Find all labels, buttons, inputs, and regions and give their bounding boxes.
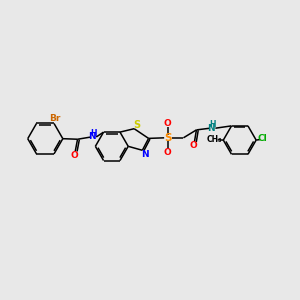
- Text: N: N: [88, 132, 96, 141]
- Text: H: H: [210, 120, 216, 129]
- Text: S: S: [134, 120, 140, 130]
- Text: S: S: [164, 133, 172, 143]
- Text: O: O: [70, 151, 78, 160]
- Text: H: H: [91, 128, 97, 137]
- Text: N: N: [141, 150, 149, 159]
- Text: Cl: Cl: [257, 134, 267, 143]
- Text: O: O: [164, 119, 172, 128]
- Text: N: N: [207, 124, 215, 133]
- Text: CH₃: CH₃: [207, 135, 223, 144]
- Text: O: O: [189, 141, 197, 150]
- Text: O: O: [164, 148, 172, 157]
- Text: Br: Br: [50, 114, 61, 123]
